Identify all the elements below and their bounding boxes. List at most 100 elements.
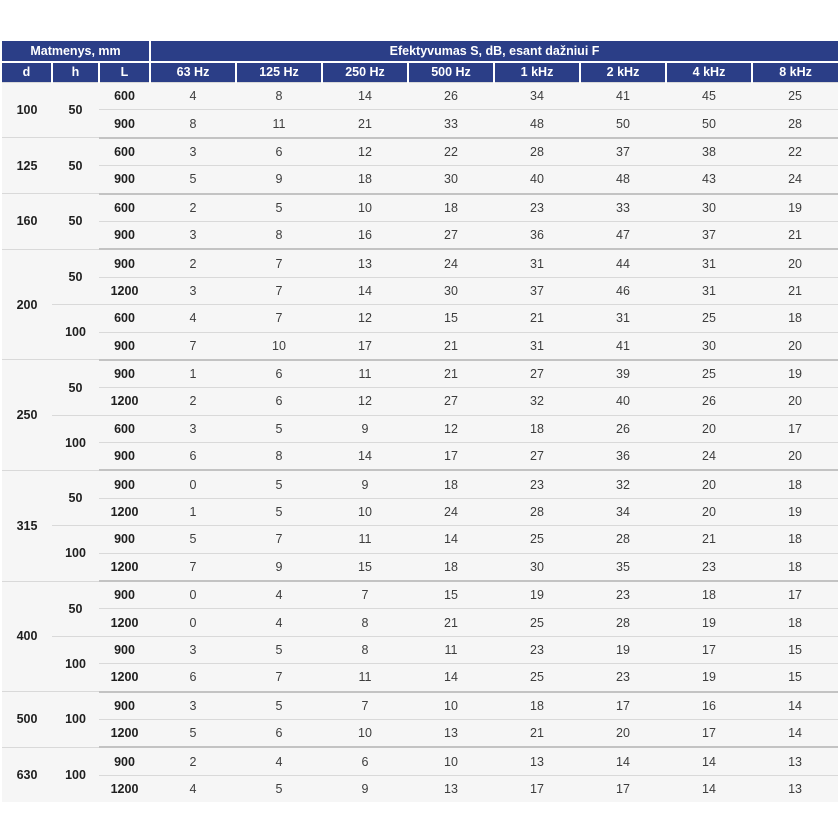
cell-value: 35 (580, 552, 666, 583)
cell-value: 27 (408, 220, 494, 251)
cell-value: 31 (666, 248, 752, 278)
cell-value: 15 (752, 635, 839, 664)
cell-value: 7 (150, 552, 236, 583)
cell-value: 20 (752, 331, 839, 361)
cell-value: 4 (150, 81, 236, 110)
cell-value: 38 (666, 137, 752, 166)
cell-value: 21 (752, 276, 839, 305)
cell-value: 30 (666, 193, 752, 222)
table-row: 200 50 900 2 7 13 24 31 44 31 20 (2, 248, 839, 360)
cell-value: 23 (494, 469, 580, 499)
cell-value: 27 (408, 387, 494, 416)
cell-value: 5 (236, 497, 322, 526)
cell-value: 20 (580, 718, 666, 749)
table-body: 100 50 600 4 8 14 26 34 41 45 25 900 8 11 21 33 48 50 50 28… (2, 81, 839, 803)
cell-value: 6 (236, 718, 322, 749)
cell-value: 32 (494, 387, 580, 416)
cell-length: 1200 (99, 718, 150, 749)
cell-value: 5 (236, 774, 322, 803)
table-row: 100 600 4 7 12 15 21 31 25 18 (2, 304, 839, 360)
cell-value: 30 (666, 331, 752, 361)
cell-height: 50 (52, 137, 99, 194)
cell-value: 19 (666, 663, 752, 693)
cell-value: 6 (236, 359, 322, 388)
cell-height: 50 (52, 81, 99, 138)
cell-value: 14 (322, 276, 408, 305)
cell-value: 7 (236, 304, 322, 333)
cell-value: 16 (322, 220, 408, 251)
cell-height: 50 (52, 580, 99, 637)
cell-value: 27 (494, 442, 580, 472)
cell-value: 36 (580, 442, 666, 472)
cell-length: 1200 (99, 497, 150, 526)
cell-value: 14 (666, 774, 752, 803)
cell-value: 5 (236, 193, 322, 222)
col-header-2-khz: 2 kHz (579, 61, 666, 83)
cell-length: 600 (99, 304, 150, 333)
cell-value: 5 (150, 718, 236, 749)
table-row: 400 50 900 0 4 7 15 19 23 18 17 (2, 580, 839, 692)
col-header-h: h (51, 61, 99, 83)
cell-value: 14 (408, 663, 494, 693)
cell-value: 14 (666, 746, 752, 776)
cell-value: 8 (322, 608, 408, 637)
cell-value: 10 (322, 193, 408, 222)
cell-height: 100 (52, 525, 99, 582)
cell-value: 8 (236, 81, 322, 110)
cell-value: 6 (150, 663, 236, 693)
cell-value: 18 (408, 193, 494, 222)
cell-diameter: 160 (2, 193, 52, 250)
cell-value: 18 (408, 552, 494, 583)
cell-value: 18 (752, 469, 839, 499)
table-row: 1200 0 4 8 21 25 28 19 18 (2, 608, 839, 637)
cell-value: 24 (408, 497, 494, 526)
cell-value: 50 (580, 109, 666, 139)
cell-value: 37 (494, 276, 580, 305)
table-row: 100 900 3 5 8 11 23 19 17 15 (2, 635, 839, 692)
table-row: 1200 4 5 9 13 17 17 14 13 (2, 774, 839, 803)
cell-value: 25 (494, 525, 580, 554)
cell-value: 14 (580, 746, 666, 776)
cell-value: 28 (494, 137, 580, 166)
cell-value: 19 (752, 193, 839, 222)
cell-value: 27 (494, 359, 580, 388)
cell-height: 50 (52, 469, 99, 526)
cell-value: 6 (236, 137, 322, 166)
table-row: 100 50 600 4 8 14 26 34 41 45 25 (2, 81, 839, 138)
cell-value: 7 (150, 331, 236, 361)
table-row: 250 50 900 1 6 11 21 27 39 25 19 (2, 359, 839, 471)
cell-value: 15 (752, 663, 839, 693)
cell-value: 30 (494, 552, 580, 583)
cell-length: 1200 (99, 276, 150, 305)
cell-value: 10 (322, 497, 408, 526)
cell-value: 26 (408, 81, 494, 110)
cell-value: 9 (322, 469, 408, 499)
cell-value: 23 (580, 663, 666, 693)
table-row: 1200 2 6 12 27 32 40 26 20 (2, 387, 839, 416)
cell-value: 13 (322, 248, 408, 278)
cell-value: 8 (322, 635, 408, 664)
cell-height: 100 (52, 414, 99, 471)
cell-value: 21 (494, 718, 580, 749)
cell-value: 20 (752, 248, 839, 278)
cell-length: 900 (99, 691, 150, 720)
cell-value: 31 (494, 331, 580, 361)
cell-length: 900 (99, 248, 150, 278)
cell-value: 3 (150, 635, 236, 664)
cell-value: 48 (580, 165, 666, 195)
cell-length: 600 (99, 193, 150, 222)
cell-value: 11 (236, 109, 322, 139)
cell-value: 11 (322, 359, 408, 388)
cell-value: 39 (580, 359, 666, 388)
cell-value: 6 (236, 387, 322, 416)
cell-value: 41 (580, 331, 666, 361)
cell-diameter: 400 (2, 580, 52, 692)
cell-value: 19 (752, 497, 839, 526)
cell-value: 12 (322, 137, 408, 166)
cell-value: 25 (666, 304, 752, 333)
cell-diameter: 200 (2, 248, 52, 360)
table-row: 1200 5 6 10 13 21 20 17 14 (2, 718, 839, 749)
col-header-1-khz: 1 kHz (493, 61, 580, 83)
cell-value: 22 (408, 137, 494, 166)
